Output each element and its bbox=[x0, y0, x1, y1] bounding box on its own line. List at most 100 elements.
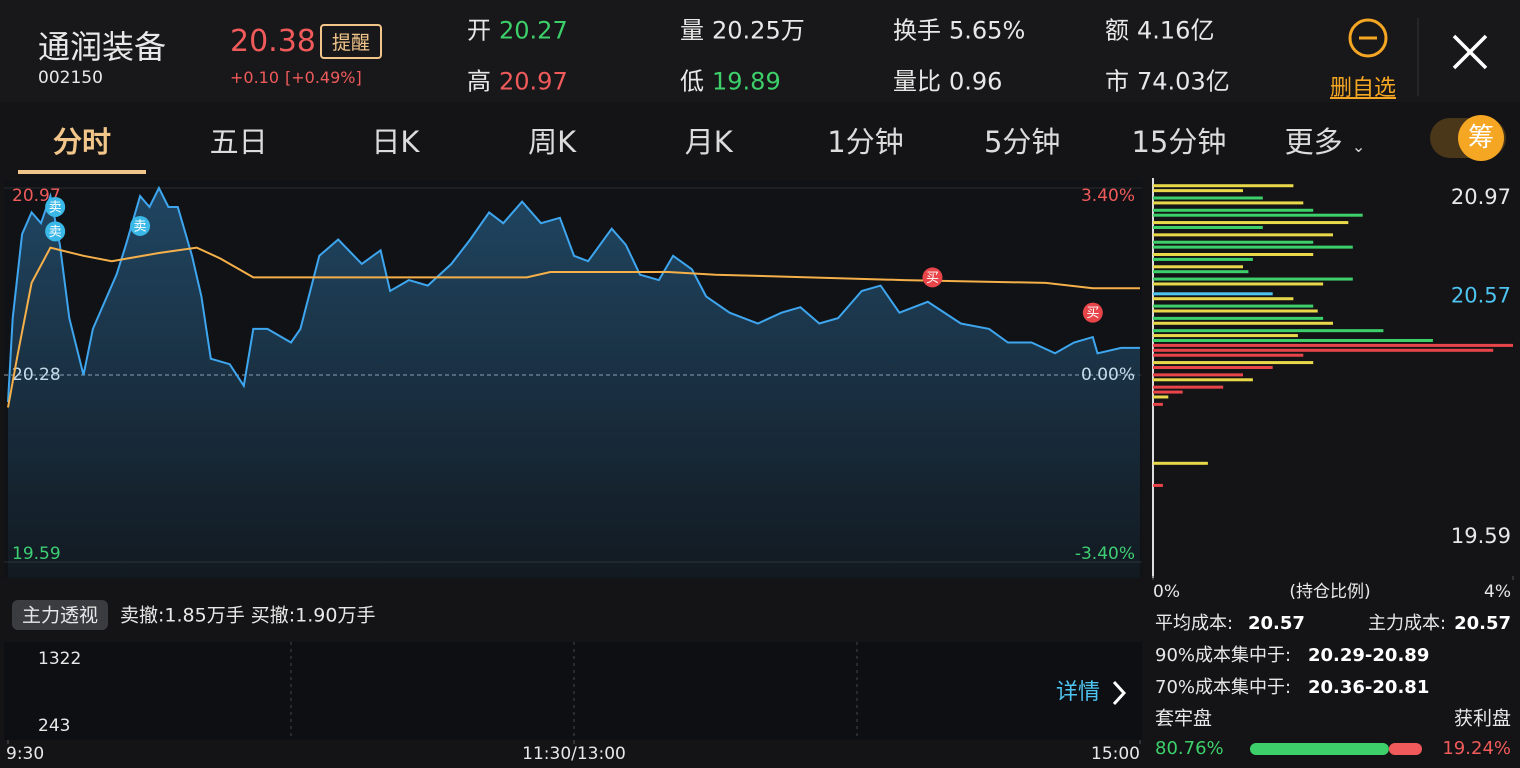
volume-summary: 卖撤:1.85万手 买撤:1.90万手 bbox=[120, 605, 375, 627]
chevron: ⌄ bbox=[1351, 137, 1366, 156]
stat-value: 5.65% bbox=[949, 16, 1026, 45]
stat-label: 开 bbox=[467, 16, 491, 45]
stock-code: 002150 bbox=[38, 68, 103, 88]
trade-marker bbox=[1082, 302, 1103, 323]
chip-bar bbox=[1153, 338, 1433, 342]
tab-more-label: 更多 bbox=[1284, 125, 1343, 159]
header-icons bbox=[1348, 18, 1488, 96]
change-pct: [+0.49%] bbox=[285, 68, 362, 87]
chip-bar bbox=[1153, 304, 1314, 308]
cost-value: 20.29-20.89 bbox=[1308, 645, 1429, 666]
cost-label: 90%成本集中于: bbox=[1155, 645, 1291, 666]
chip-bar bbox=[1153, 292, 1273, 296]
chip-bar bbox=[1153, 334, 1298, 338]
profit-bar bbox=[1388, 743, 1422, 755]
tab[interactable]: 周K bbox=[528, 125, 577, 159]
chip-bar bbox=[1153, 245, 1353, 249]
chip-bar bbox=[1153, 196, 1263, 200]
trade-marker bbox=[130, 215, 151, 236]
cost-value: 20.57 bbox=[1454, 613, 1511, 634]
chip-bar bbox=[1153, 353, 1304, 357]
chip-bar bbox=[1153, 378, 1253, 382]
chip-bar bbox=[1153, 402, 1163, 406]
stat-label: 额 bbox=[1105, 16, 1129, 45]
tab[interactable]: 15分钟 bbox=[1131, 125, 1227, 159]
chip-bar bbox=[1153, 221, 1349, 225]
cost-value: 20.36-20.81 bbox=[1308, 677, 1429, 698]
plot-bg bbox=[4, 180, 1142, 578]
tab[interactable]: 1分钟 bbox=[827, 125, 904, 159]
remove-watchlist[interactable]: 删自选 bbox=[1330, 76, 1397, 101]
alert-button[interactable]: 提醒 bbox=[320, 24, 383, 59]
chip-bar bbox=[1153, 225, 1263, 229]
tab[interactable]: 5分钟 bbox=[983, 125, 1061, 159]
chip-bar bbox=[1153, 316, 1324, 320]
chip-bar bbox=[1153, 361, 1314, 365]
stat-label: 低 bbox=[680, 67, 704, 96]
average-line bbox=[7, 246, 1140, 408]
cost-label: 平均成本: bbox=[1155, 613, 1233, 634]
chip-bar bbox=[1153, 385, 1224, 389]
chip-x-label: (持仓比例) bbox=[1289, 582, 1370, 602]
stat-value: 4.16亿 bbox=[1137, 16, 1215, 45]
volume-title: 主力透视 bbox=[22, 605, 98, 627]
stat-value: 20.97 bbox=[499, 67, 568, 96]
cost-label: 70%成本集中于: bbox=[1155, 677, 1291, 698]
volume-header-bg bbox=[4, 588, 1142, 642]
chip-bar bbox=[1153, 373, 1243, 377]
close-icon[interactable] bbox=[1452, 34, 1488, 70]
trade-marker-label: 卖 bbox=[134, 219, 147, 234]
trapped-value: 80.76% bbox=[1155, 738, 1224, 759]
chip-bar bbox=[1153, 270, 1249, 274]
chip-bar bbox=[1153, 189, 1243, 193]
trade-marker-label: 卖 bbox=[49, 225, 62, 240]
chip-bar bbox=[1153, 265, 1243, 269]
chip-bar bbox=[1153, 309, 1318, 313]
stat: 高 20.97 bbox=[467, 62, 568, 97]
y-tick-label: 20.28 bbox=[12, 365, 61, 385]
price: 20.38 bbox=[230, 24, 316, 59]
chip-bar bbox=[1153, 343, 1513, 347]
detail-chevron bbox=[1112, 680, 1127, 706]
stat: 量 20.25万 bbox=[680, 11, 805, 46]
chip-x-tick-label: 0% bbox=[1153, 582, 1180, 602]
stat: 开 20.27 bbox=[467, 11, 568, 46]
y-tick-label: 19.59 bbox=[12, 544, 61, 564]
trade-marker bbox=[45, 196, 66, 217]
stat-value: 20.27 bbox=[499, 16, 568, 45]
tab[interactable]: 五日 bbox=[209, 125, 268, 159]
header-bg bbox=[0, 0, 1520, 102]
stat-label: 市 bbox=[1105, 67, 1129, 96]
stat-label: 量比 bbox=[893, 67, 941, 96]
chip-y-tick-label: 20.97 bbox=[1451, 185, 1511, 209]
chip-bar bbox=[1153, 321, 1333, 325]
chip-bar bbox=[1153, 213, 1363, 217]
chip-bar bbox=[1153, 390, 1183, 394]
stat-value: 0.96 bbox=[949, 67, 1003, 96]
trade-marker bbox=[45, 221, 66, 242]
x-tick-label: 11:30/13:00 bbox=[522, 744, 626, 764]
trade-marker-label: 买 bbox=[1086, 306, 1099, 321]
tab-more[interactable]: 更多 ⌄ bbox=[1285, 119, 1366, 161]
y2-tick-label: -3.40% bbox=[1075, 544, 1135, 564]
chip-bar bbox=[1153, 366, 1273, 369]
stat: 市 74.03亿 bbox=[1105, 62, 1230, 97]
x-tick-label: 15:00 bbox=[1091, 744, 1140, 764]
chip-toggle[interactable]: 筹 bbox=[1458, 115, 1504, 161]
stat: 量比 0.96 bbox=[893, 62, 1002, 97]
x-tick-label: 9:30 bbox=[6, 744, 44, 764]
stat-label: 高 bbox=[467, 67, 491, 96]
detail-link[interactable]: 详情 bbox=[1056, 680, 1100, 705]
chip-bar bbox=[1153, 297, 1294, 301]
y2-tick-label: 0.00% bbox=[1081, 365, 1135, 385]
profit-value: 19.24% bbox=[1442, 738, 1511, 759]
chip-bar bbox=[1153, 348, 1494, 352]
trade-marker-label: 卖 bbox=[49, 200, 62, 215]
tab[interactable]: 月K bbox=[684, 125, 733, 159]
tab[interactable]: 日K bbox=[371, 125, 420, 159]
chip-bar bbox=[1153, 282, 1324, 286]
chip-y-tick-label: 20.57 bbox=[1451, 283, 1511, 307]
remove-icon[interactable] bbox=[1348, 18, 1388, 58]
tab[interactable]: 分时 bbox=[52, 125, 112, 159]
